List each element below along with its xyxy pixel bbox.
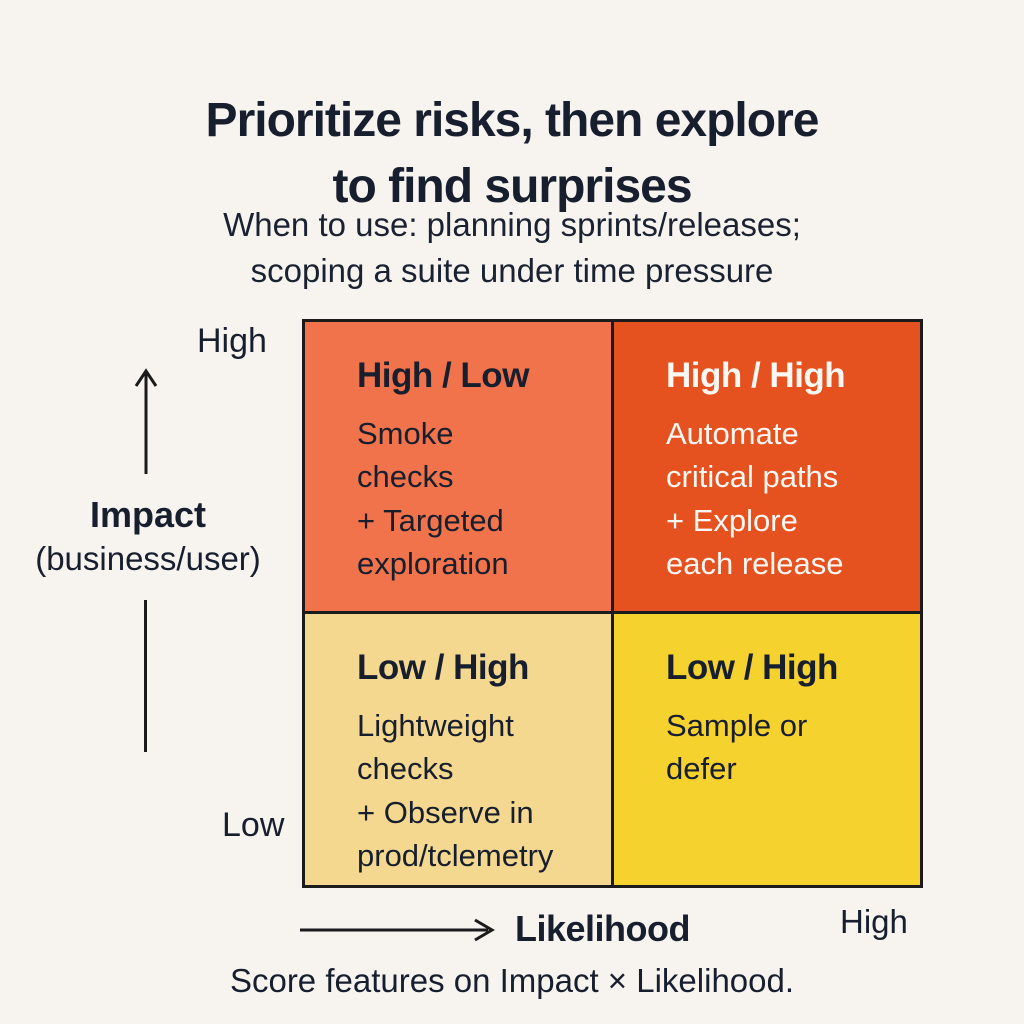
quadrant-high-impact-low-likelihood: High / Low Smoke checks + Targeted explo… (305, 322, 611, 611)
page-title: Prioritize risks, then explore to find s… (205, 94, 820, 214)
y-axis-high-label: High (197, 322, 267, 360)
x-axis-high-label: High (840, 903, 908, 940)
quadrant-body: Smoke checks + Targeted exploration (357, 416, 509, 582)
y-axis-sublabel: (business/user) (35, 540, 261, 578)
y-axis-label: Impact (89, 494, 207, 535)
quadrant-body: Lightweight checks + Observe in prod/tcl… (357, 708, 554, 874)
impact-axis-up-arrow-icon (134, 368, 158, 474)
y-axis-low-label: Low (222, 806, 285, 844)
quadrant-body: Automate critical paths + Explore each r… (666, 416, 844, 582)
y-axis-label-block: Impact (business/user) (8, 492, 288, 580)
quadrant-body: Sample or defer (666, 708, 808, 787)
quadrant-high-impact-high-likelihood: High / High Automate critical paths + Ex… (614, 322, 920, 611)
impact-axis-line (144, 600, 147, 752)
page-subtitle: When to use: planning sprints/releases; … (223, 206, 801, 289)
footer-caption: Score features on Impact × Likelihood. (229, 962, 795, 999)
quadrant-title: Low / High (357, 648, 529, 687)
quadrant-low-impact-high-likelihood-right: Low / High Sample or defer (614, 614, 920, 885)
quadrant-low-impact-high-likelihood-left: Low / High Lightweight checks + Observe … (305, 614, 611, 885)
quadrant-title: Low / High (666, 648, 838, 687)
x-axis-label: Likelihood (515, 908, 691, 949)
quadrant-title: High / Low (357, 356, 529, 395)
quadrant-title: High / High (666, 356, 846, 395)
likelihood-axis-right-arrow-icon (300, 918, 495, 942)
risk-matrix: High / Low Smoke checks + Targeted explo… (302, 319, 923, 888)
